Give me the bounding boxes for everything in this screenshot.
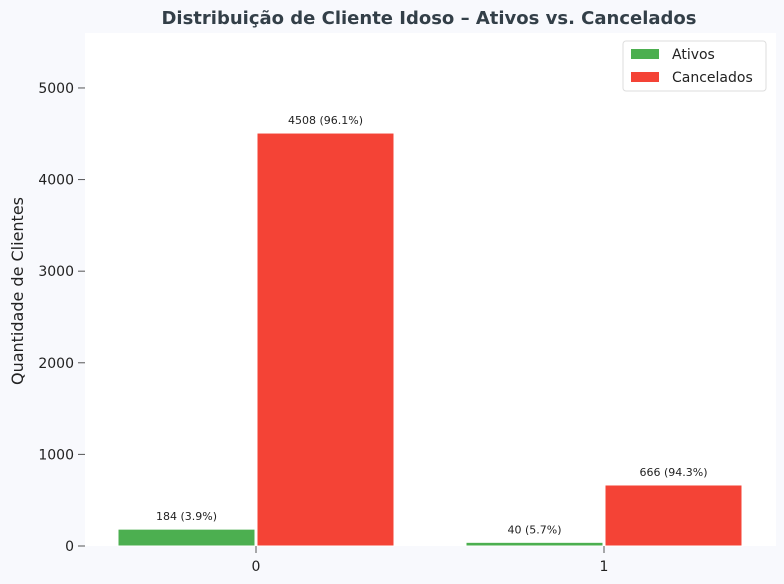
data-label: 40 (5.7%)	[507, 523, 561, 536]
data-label: 666 (94.3%)	[639, 466, 707, 479]
y-tick-label: 0	[65, 539, 74, 555]
bars: 184 (3.9%) 40 (5.7%) 4508 (96.1%) 666 (94.3…	[117, 114, 743, 547]
y-tick-label: 1000	[38, 447, 74, 463]
y-tick-label: 4000	[38, 173, 74, 189]
bar-cancelados-0	[256, 132, 395, 547]
legend: Ativos Cancelados	[622, 40, 767, 92]
data-label: 4508 (96.1%)	[288, 114, 363, 127]
y-tick-label: 2000	[38, 356, 74, 372]
data-label: 184 (3.9%)	[156, 510, 217, 523]
y-axis-label: Quantidade de Clientes	[8, 197, 27, 385]
chart-title: Distribuição de Cliente Idoso – Ativos v…	[161, 8, 696, 29]
plot-area	[85, 33, 776, 546]
y-tick-label: 5000	[38, 81, 74, 97]
legend-label: Ativos	[672, 47, 715, 63]
bar-ativos-0	[117, 528, 256, 547]
legend-swatch	[631, 49, 659, 59]
x-tick-label: 1	[600, 559, 609, 575]
legend-label: Cancelados	[672, 70, 753, 86]
legend-swatch	[631, 72, 659, 82]
y-axis: 0 1000 2000 3000 4000 5000	[38, 81, 85, 555]
x-tick-label: 0	[252, 559, 261, 575]
bar-cancelados-1	[604, 484, 743, 547]
bar-ativos-1	[465, 541, 604, 547]
y-tick-label: 3000	[38, 264, 74, 280]
